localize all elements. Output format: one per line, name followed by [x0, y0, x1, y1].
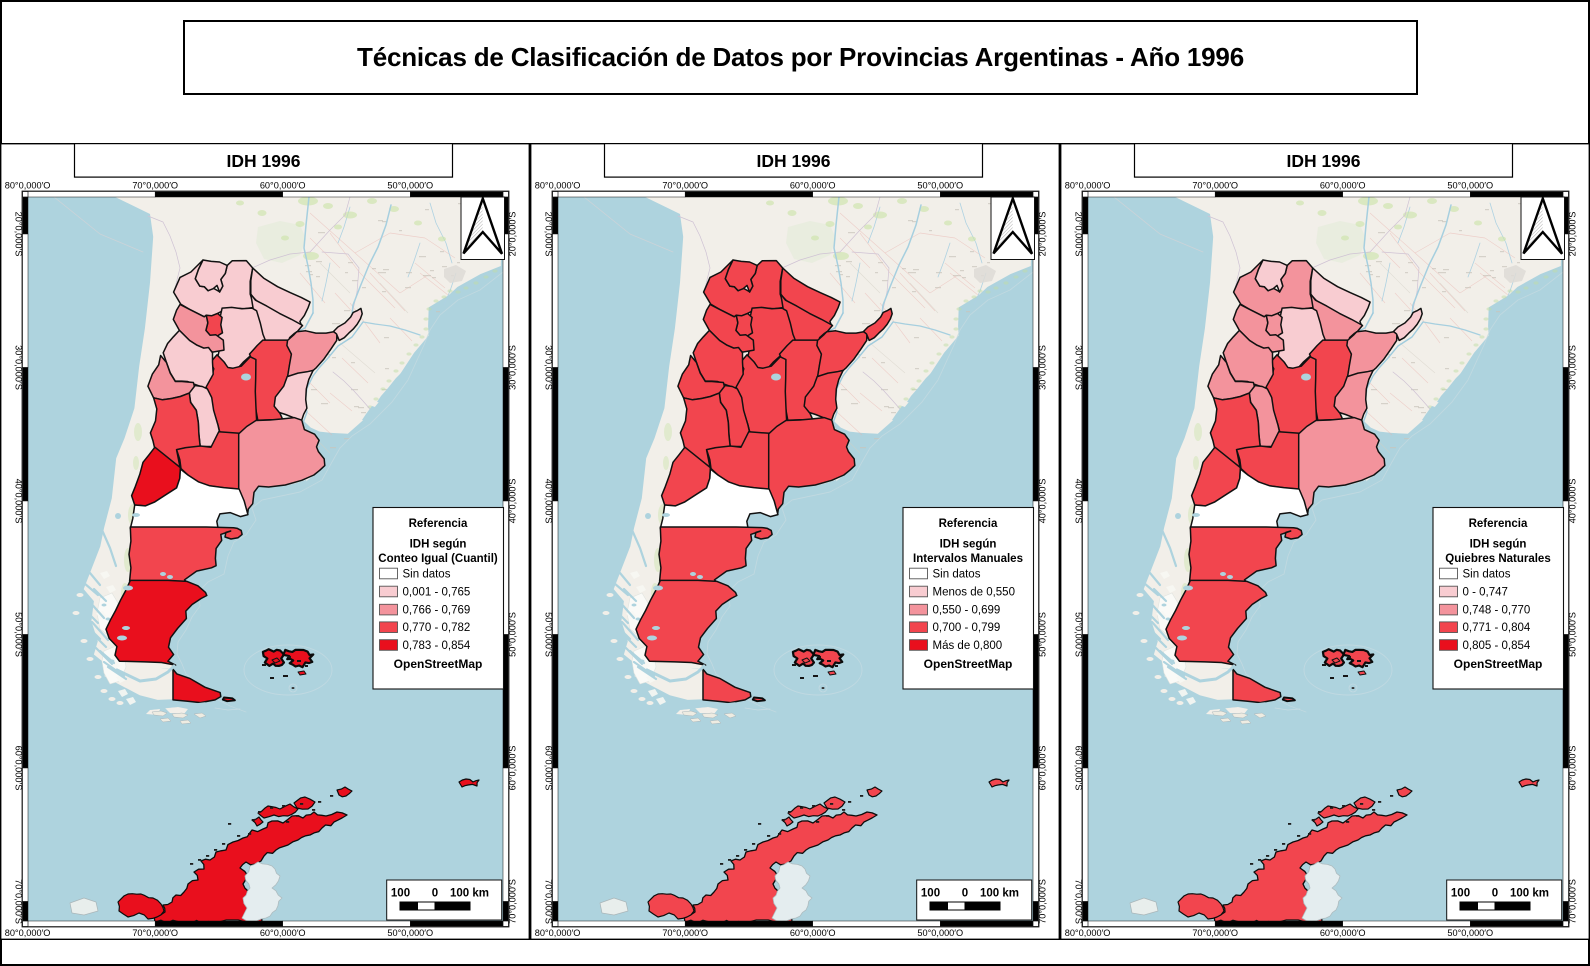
svg-text:0,700 - 0,799: 0,700 - 0,799	[933, 622, 1001, 634]
svg-text:50°0,000′S: 50°0,000′S	[14, 612, 24, 657]
svg-text:IDH 1996: IDH 1996	[1287, 151, 1361, 171]
svg-text:70°0,000′S: 70°0,000′S	[14, 879, 24, 924]
svg-text:70°0,000′O: 70°0,000′O	[1192, 181, 1238, 191]
svg-text:50°0,000′O: 50°0,000′O	[917, 928, 963, 938]
svg-text:20°0,000′S: 20°0,000′S	[1074, 212, 1084, 257]
svg-text:70°0,000′O: 70°0,000′O	[662, 928, 708, 938]
svg-text:70°0,000′O: 70°0,000′O	[132, 181, 178, 191]
svg-text:60°0,000′O: 60°0,000′O	[790, 181, 836, 191]
svg-text:0,550 - 0,699: 0,550 - 0,699	[933, 605, 1001, 617]
svg-text:0,766 - 0,769: 0,766 - 0,769	[403, 605, 471, 617]
svg-text:Referencia: Referencia	[409, 518, 468, 530]
svg-text:Menos de 0,550: Menos de 0,550	[933, 587, 1015, 599]
svg-text:20°0,000′S: 20°0,000′S	[1038, 212, 1048, 257]
svg-text:50°0,000′S: 50°0,000′S	[508, 612, 518, 657]
svg-text:40°0,000′S: 40°0,000′S	[1074, 479, 1084, 524]
svg-text:60°0,000′O: 60°0,000′O	[1320, 181, 1366, 191]
svg-text:0: 0	[1492, 888, 1498, 900]
svg-text:60°0,000′S: 60°0,000′S	[544, 746, 554, 791]
svg-text:OpenStreetMap: OpenStreetMap	[394, 657, 483, 671]
svg-text:60°0,000′S: 60°0,000′S	[14, 746, 24, 791]
svg-text:Más de 0,800: Más de 0,800	[933, 640, 1003, 652]
svg-text:0: 0	[432, 888, 438, 900]
svg-text:60°0,000′S: 60°0,000′S	[508, 746, 518, 791]
svg-text:30°0,000′S: 30°0,000′S	[508, 345, 518, 390]
svg-text:80°0,000′O: 80°0,000′O	[1065, 928, 1111, 938]
svg-text:20°0,000′S: 20°0,000′S	[508, 212, 518, 257]
svg-text:0 - 0,747: 0 - 0,747	[1463, 587, 1508, 599]
svg-text:30°0,000′S: 30°0,000′S	[14, 345, 24, 390]
svg-text:80°0,000′O: 80°0,000′O	[535, 928, 581, 938]
svg-text:50°0,000′S: 50°0,000′S	[1038, 612, 1048, 657]
svg-text:60°0,000′O: 60°0,000′O	[1320, 928, 1366, 938]
svg-text:0,783 - 0,854: 0,783 - 0,854	[403, 640, 471, 652]
svg-text:40°0,000′S: 40°0,000′S	[1568, 479, 1578, 524]
svg-text:Referencia: Referencia	[1469, 518, 1528, 530]
svg-text:30°0,000′S: 30°0,000′S	[1074, 345, 1084, 390]
svg-text:IDH según: IDH según	[1470, 539, 1527, 551]
svg-text:50°0,000′O: 50°0,000′O	[1447, 181, 1493, 191]
svg-text:40°0,000′S: 40°0,000′S	[14, 479, 24, 524]
svg-text:60°0,000′S: 60°0,000′S	[1038, 746, 1048, 791]
svg-text:40°0,000′S: 40°0,000′S	[1038, 479, 1048, 524]
svg-text:Sin datos: Sin datos	[403, 569, 451, 581]
svg-text:70°0,000′S: 70°0,000′S	[1038, 879, 1048, 924]
svg-text:100 km: 100 km	[980, 888, 1019, 900]
svg-text:Sin datos: Sin datos	[1463, 569, 1511, 581]
svg-text:IDH 1996: IDH 1996	[757, 151, 831, 171]
svg-text:IDH 1996: IDH 1996	[227, 151, 301, 171]
svg-text:0,805 - 0,854: 0,805 - 0,854	[1463, 640, 1531, 652]
svg-text:50°0,000′O: 50°0,000′O	[387, 928, 433, 938]
svg-text:70°0,000′O: 70°0,000′O	[1192, 928, 1238, 938]
svg-text:50°0,000′O: 50°0,000′O	[1447, 928, 1493, 938]
svg-text:100: 100	[391, 888, 410, 900]
svg-text:100 km: 100 km	[450, 888, 489, 900]
svg-text:70°0,000′S: 70°0,000′S	[508, 879, 518, 924]
svg-text:40°0,000′S: 40°0,000′S	[508, 479, 518, 524]
svg-text:50°0,000′S: 50°0,000′S	[1074, 612, 1084, 657]
svg-text:50°0,000′O: 50°0,000′O	[917, 181, 963, 191]
svg-text:20°0,000′S: 20°0,000′S	[544, 212, 554, 257]
svg-text:30°0,000′S: 30°0,000′S	[544, 345, 554, 390]
svg-text:40°0,000′S: 40°0,000′S	[544, 479, 554, 524]
svg-text:80°0,000′O: 80°0,000′O	[5, 181, 51, 191]
svg-text:Intervalos Manuales: Intervalos Manuales	[913, 553, 1023, 565]
svg-text:100: 100	[1451, 888, 1470, 900]
svg-text:50°0,000′S: 50°0,000′S	[544, 612, 554, 657]
svg-text:0,748 - 0,770: 0,748 - 0,770	[1463, 605, 1531, 617]
svg-text:100: 100	[921, 888, 940, 900]
svg-text:OpenStreetMap: OpenStreetMap	[924, 657, 1013, 671]
svg-text:80°0,000′O: 80°0,000′O	[1065, 181, 1111, 191]
svg-text:70°0,000′O: 70°0,000′O	[662, 181, 708, 191]
svg-text:80°0,000′O: 80°0,000′O	[5, 928, 51, 938]
svg-text:30°0,000′S: 30°0,000′S	[1038, 345, 1048, 390]
svg-text:IDH según: IDH según	[940, 539, 997, 551]
svg-text:60°0,000′S: 60°0,000′S	[1568, 746, 1578, 791]
svg-text:0,771 - 0,804: 0,771 - 0,804	[1463, 622, 1531, 634]
svg-text:20°0,000′S: 20°0,000′S	[14, 212, 24, 257]
svg-text:60°0,000′O: 60°0,000′O	[260, 181, 306, 191]
svg-text:70°0,000′O: 70°0,000′O	[132, 928, 178, 938]
svg-text:20°0,000′S: 20°0,000′S	[1568, 212, 1578, 257]
svg-text:60°0,000′S: 60°0,000′S	[1074, 746, 1084, 791]
svg-text:Conteo Igual (Cuantil): Conteo Igual (Cuantil)	[378, 553, 498, 565]
svg-text:80°0,000′O: 80°0,000′O	[535, 181, 581, 191]
svg-text:30°0,000′S: 30°0,000′S	[1568, 345, 1578, 390]
svg-text:70°0,000′S: 70°0,000′S	[544, 879, 554, 924]
svg-text:IDH según: IDH según	[410, 539, 467, 551]
svg-text:Quiebres Naturales: Quiebres Naturales	[1445, 553, 1550, 565]
svg-text:0: 0	[962, 888, 968, 900]
svg-text:60°0,000′O: 60°0,000′O	[260, 928, 306, 938]
svg-text:70°0,000′S: 70°0,000′S	[1074, 879, 1084, 924]
svg-text:70°0,000′S: 70°0,000′S	[1568, 879, 1578, 924]
svg-text:60°0,000′O: 60°0,000′O	[790, 928, 836, 938]
svg-text:Referencia: Referencia	[939, 518, 998, 530]
svg-text:0,770 - 0,782: 0,770 - 0,782	[403, 622, 471, 634]
svg-text:OpenStreetMap: OpenStreetMap	[1454, 657, 1543, 671]
svg-text:0,001 - 0,765: 0,001 - 0,765	[403, 587, 471, 599]
svg-text:Sin datos: Sin datos	[933, 569, 981, 581]
svg-text:50°0,000′S: 50°0,000′S	[1568, 612, 1578, 657]
svg-text:50°0,000′O: 50°0,000′O	[387, 181, 433, 191]
svg-text:100 km: 100 km	[1510, 888, 1549, 900]
